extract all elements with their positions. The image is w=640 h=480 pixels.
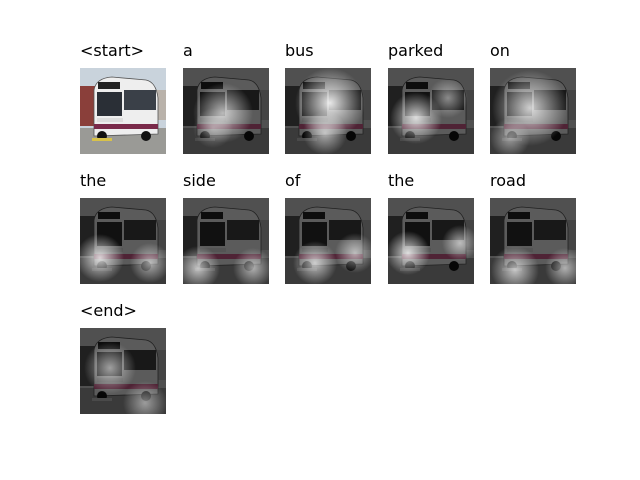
- caption-word-label: parked: [388, 41, 444, 60]
- attention-map-image: [388, 198, 474, 284]
- original-image: [80, 68, 166, 154]
- attention-map-image: [490, 68, 576, 154]
- caption-word-label: road: [490, 171, 526, 190]
- attention-map-image: [80, 328, 166, 414]
- caption-word-label: on: [490, 41, 510, 60]
- caption-word-label: of: [285, 171, 301, 190]
- caption-word-label: <end>: [80, 301, 137, 320]
- caption-word-label: the: [388, 171, 415, 190]
- attention-map-image: [285, 68, 371, 154]
- attention-map-image: [183, 68, 269, 154]
- caption-word-label: the: [80, 171, 107, 190]
- attention-map-image: [183, 198, 269, 284]
- caption-word-label: bus: [285, 41, 314, 60]
- attention-map-image: [388, 68, 474, 154]
- caption-word-label: a: [183, 41, 193, 60]
- attention-map-image: [285, 198, 371, 284]
- caption-word-label: side: [183, 171, 216, 190]
- attention-map-image: [80, 198, 166, 284]
- caption-word-label: <start>: [80, 41, 145, 60]
- attention-map-image: [490, 198, 576, 284]
